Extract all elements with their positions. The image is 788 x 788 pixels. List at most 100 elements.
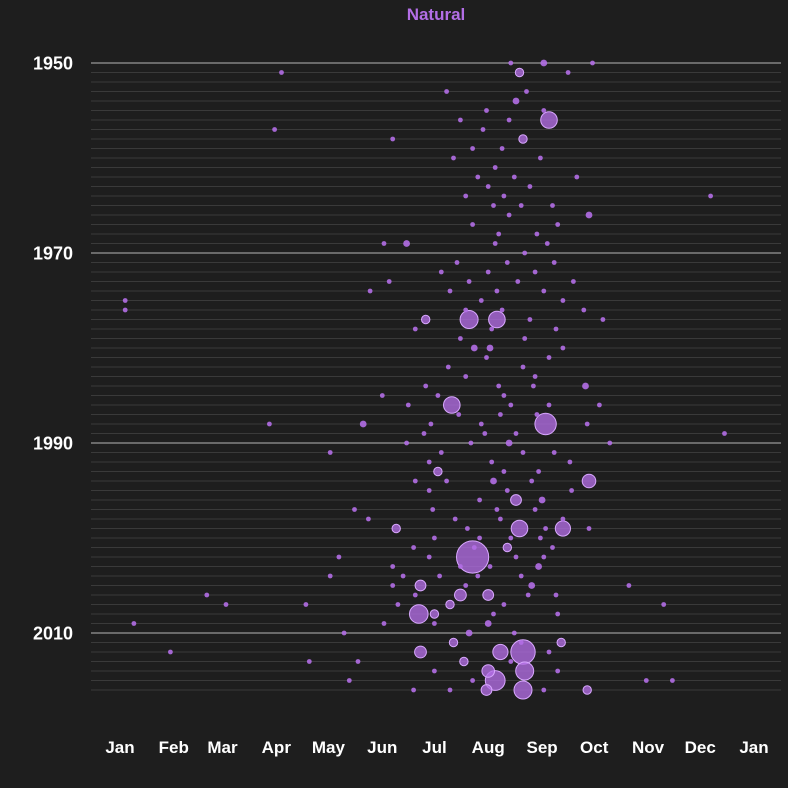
data-point bbox=[463, 374, 469, 379]
data-point bbox=[520, 450, 526, 455]
data-point bbox=[581, 473, 597, 489]
data-point bbox=[122, 307, 128, 313]
data-point bbox=[168, 649, 173, 655]
data-point bbox=[279, 70, 284, 75]
data-point bbox=[555, 668, 561, 674]
data-point bbox=[560, 345, 566, 351]
data-point bbox=[551, 260, 557, 265]
data-point bbox=[541, 687, 547, 693]
data-point bbox=[525, 592, 531, 598]
data-point bbox=[532, 507, 538, 512]
data-point bbox=[445, 364, 451, 370]
data-point bbox=[492, 241, 498, 246]
data-point bbox=[546, 355, 552, 360]
data-point bbox=[480, 684, 493, 696]
data-point bbox=[501, 469, 507, 474]
data-point bbox=[465, 629, 473, 637]
data-point bbox=[597, 402, 602, 408]
data-point bbox=[488, 310, 506, 329]
data-point bbox=[463, 193, 469, 199]
data-point bbox=[584, 421, 590, 427]
data-point bbox=[414, 645, 427, 659]
data-point bbox=[508, 60, 514, 66]
data-point bbox=[531, 383, 536, 389]
data-point bbox=[538, 535, 543, 541]
data-point bbox=[534, 412, 540, 417]
data-point bbox=[600, 317, 606, 322]
data-point bbox=[508, 659, 514, 664]
data-point bbox=[447, 687, 453, 693]
x-tick-label: May bbox=[312, 738, 346, 757]
data-point bbox=[272, 127, 277, 132]
data-point bbox=[445, 599, 455, 610]
data-point bbox=[432, 535, 437, 541]
data-point bbox=[451, 155, 456, 161]
data-point bbox=[484, 355, 489, 360]
data-point bbox=[381, 621, 387, 626]
data-point bbox=[444, 89, 449, 94]
data-point bbox=[569, 488, 574, 493]
data-point bbox=[485, 184, 491, 189]
data-point bbox=[432, 668, 437, 674]
data-point bbox=[414, 579, 427, 592]
data-point bbox=[538, 155, 543, 161]
data-points bbox=[122, 59, 727, 700]
data-point bbox=[501, 602, 507, 607]
y-tick-label: 2010 bbox=[33, 624, 73, 644]
data-point bbox=[438, 450, 444, 455]
chart-title: Natural bbox=[407, 5, 466, 24]
x-tick-label: Mar bbox=[207, 738, 238, 757]
data-point bbox=[510, 494, 522, 506]
x-tick-label: Jan bbox=[105, 738, 134, 757]
data-point bbox=[527, 317, 533, 322]
data-point bbox=[458, 564, 463, 569]
data-point bbox=[341, 630, 347, 636]
data-point bbox=[501, 393, 507, 398]
data-point bbox=[538, 496, 546, 504]
data-point bbox=[528, 582, 536, 589]
data-point bbox=[122, 298, 128, 303]
data-point bbox=[541, 554, 547, 560]
data-point bbox=[470, 222, 475, 227]
data-point bbox=[541, 288, 547, 294]
data-point bbox=[432, 621, 437, 626]
data-point bbox=[404, 440, 409, 446]
data-point bbox=[391, 523, 401, 534]
data-point bbox=[426, 488, 432, 493]
gridlines bbox=[91, 62, 781, 691]
x-tick-label: Sep bbox=[527, 738, 558, 757]
data-point bbox=[412, 478, 418, 484]
x-tick-label: Jan bbox=[739, 738, 768, 757]
data-point bbox=[381, 241, 387, 246]
data-point bbox=[515, 279, 521, 284]
data-point bbox=[492, 643, 509, 661]
data-point bbox=[438, 269, 444, 275]
data-point bbox=[405, 402, 411, 408]
data-point bbox=[534, 412, 557, 436]
data-point bbox=[484, 108, 489, 113]
data-point bbox=[433, 466, 443, 477]
data-point bbox=[534, 231, 540, 237]
data-point bbox=[465, 526, 470, 531]
data-point bbox=[466, 279, 472, 284]
data-point bbox=[412, 326, 418, 332]
data-point bbox=[514, 67, 525, 78]
data-point bbox=[565, 70, 571, 75]
data-point bbox=[504, 488, 510, 493]
x-tick-label: Oct bbox=[580, 738, 609, 757]
y-axis-ticks: 1950 1970 1990 2010 bbox=[33, 54, 73, 644]
data-point bbox=[513, 554, 519, 560]
data-point bbox=[513, 431, 519, 436]
data-point bbox=[567, 459, 573, 465]
data-point bbox=[435, 393, 441, 398]
data-point bbox=[306, 659, 312, 664]
x-tick-label: Aug bbox=[472, 738, 505, 757]
data-point bbox=[499, 307, 505, 313]
data-point bbox=[520, 364, 526, 370]
data-point bbox=[708, 193, 713, 199]
data-point bbox=[492, 165, 498, 170]
data-point bbox=[607, 440, 613, 446]
data-point bbox=[532, 374, 538, 379]
x-tick-label: Jul bbox=[422, 738, 447, 757]
x-tick-label: Dec bbox=[685, 738, 716, 757]
